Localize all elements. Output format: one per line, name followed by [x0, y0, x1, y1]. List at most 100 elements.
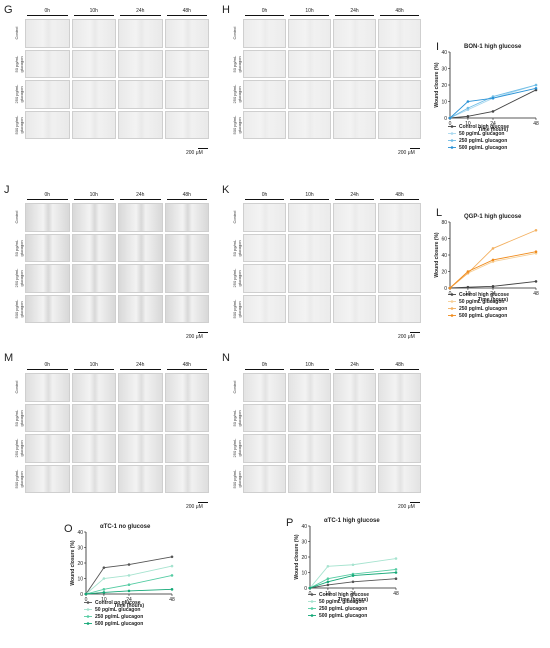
data-point — [394, 557, 398, 560]
micrograph-image — [25, 264, 70, 293]
data-point — [448, 286, 452, 290]
data-point — [170, 555, 174, 559]
column-header-rule — [120, 199, 161, 200]
x-axis-label: Time (hours) — [114, 603, 145, 609]
panel-label: P — [286, 517, 293, 529]
data-point — [326, 577, 330, 580]
column-header: 0h — [44, 192, 51, 198]
micrograph-image — [71, 373, 116, 402]
legend-entry: 50 pg/mL glucagon — [459, 131, 504, 137]
legend-entry: Control high glucose — [459, 292, 509, 298]
scale-bar — [198, 332, 208, 333]
data-point — [491, 96, 495, 100]
legend-entry: 500 pg/mL glucagon — [319, 613, 367, 619]
scale-label: 200 μM — [398, 504, 415, 510]
micrograph-image — [333, 110, 376, 139]
legend-entry: 250 pg/mL glucagon — [459, 306, 507, 312]
y-tick-label: 20 — [77, 561, 83, 567]
x-tick-label: 48 — [393, 591, 399, 597]
column-header-rule — [380, 15, 419, 16]
legend-marker — [450, 139, 454, 142]
panel-label: L — [436, 207, 442, 219]
column-header: 0h — [261, 8, 268, 14]
data-point — [127, 574, 131, 577]
micrograph-image — [243, 233, 286, 262]
data-point — [127, 583, 131, 586]
data-point — [466, 106, 470, 110]
micrograph-image — [25, 403, 70, 432]
series-line — [85, 588, 173, 595]
micrograph-image — [333, 294, 376, 323]
column-header: 48h — [182, 362, 191, 368]
data-point — [466, 100, 470, 103]
column-header: 24h — [136, 8, 145, 14]
column-header-rule — [166, 199, 207, 200]
y-axis-label: Wound closure (%) — [294, 534, 300, 580]
column-header: 24h — [350, 192, 359, 198]
y-tick-label: 20 — [441, 83, 447, 89]
data-point — [466, 270, 470, 273]
micrograph-image — [243, 80, 286, 109]
data-point — [326, 565, 330, 568]
micrograph-image — [25, 294, 70, 323]
micrograph-image — [25, 373, 70, 402]
x-tick-label: 48 — [533, 121, 539, 127]
series-line — [449, 84, 537, 119]
micrograph-image — [333, 80, 376, 109]
y-tick-label: 40 — [441, 253, 447, 259]
series-line — [449, 280, 537, 289]
column-header: 48h — [182, 192, 191, 198]
column-header: 10h — [305, 192, 314, 198]
x-tick-label: 0 — [449, 291, 452, 297]
data-point — [491, 247, 495, 250]
series-line — [85, 565, 173, 595]
data-point — [534, 228, 538, 232]
data-point — [491, 258, 495, 262]
x-tick-label: 10 — [465, 291, 471, 297]
x-tick-label: 48 — [169, 597, 175, 603]
data-point — [102, 588, 106, 591]
data-point — [394, 571, 398, 574]
micrograph-image — [25, 110, 70, 139]
micrograph-image — [25, 203, 70, 232]
micrograph-image — [118, 110, 163, 139]
micrograph-image — [288, 373, 331, 402]
micrograph-image — [378, 233, 421, 262]
micrograph-image — [378, 294, 421, 323]
panel-label: O — [64, 523, 73, 535]
column-header-rule — [245, 369, 284, 370]
column-header-rule — [245, 15, 284, 16]
column-header-rule — [335, 199, 374, 200]
column-header-rule — [290, 369, 329, 370]
micrograph-image — [164, 434, 209, 463]
micrograph-image — [118, 203, 163, 232]
legend-entry: 250 pg/mL glucagon — [319, 606, 367, 612]
legend-entry: 500 pg/mL glucagon — [459, 313, 507, 319]
column-header: 24h — [136, 362, 145, 368]
y-tick-label: 20 — [301, 555, 307, 561]
legend-marker — [310, 614, 314, 617]
micrograph-image — [288, 294, 331, 323]
micrograph-image — [333, 19, 376, 48]
micrograph-image — [71, 294, 116, 323]
micrograph-image — [378, 19, 421, 48]
legend-marker — [450, 132, 454, 135]
micrograph-image — [288, 80, 331, 109]
micrograph-image — [378, 403, 421, 432]
micrograph-image — [71, 264, 116, 293]
x-tick-label: 0 — [309, 591, 312, 597]
panel-label: H — [222, 4, 230, 16]
column-header-rule — [73, 15, 114, 16]
micrograph-image — [164, 233, 209, 262]
data-point — [448, 116, 452, 120]
legend-marker — [86, 622, 90, 625]
micrograph-image — [164, 49, 209, 78]
y-axis-label: Wound closure (%) — [434, 62, 440, 108]
column-header: 0h — [261, 362, 268, 368]
column-header: 10h — [89, 8, 98, 14]
micrograph-image — [288, 264, 331, 293]
